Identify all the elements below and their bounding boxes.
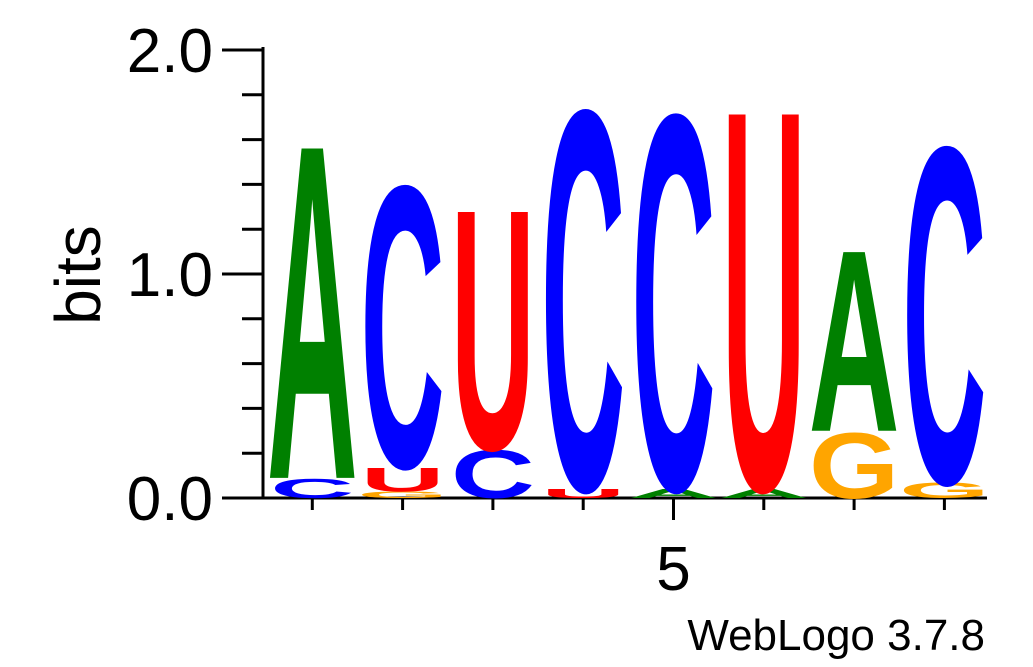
letter-C: C [451, 436, 535, 513]
letter-A: A [718, 487, 809, 501]
letter-A: A [809, 197, 900, 487]
stack-position-5: AC [628, 4, 719, 604]
letter-C: C [541, 0, 625, 605]
y-axis-ticks: 0.0 1.0 2.0 [127, 17, 263, 534]
letter-U: U [361, 460, 445, 499]
letter-U: U [451, 138, 535, 523]
letter-C: C [902, 48, 986, 586]
letter-U: U [722, 0, 806, 605]
letter-A: A [628, 487, 719, 501]
stack-position-1: CA [267, 46, 358, 581]
x-axis-ticks: 5 [310, 498, 946, 604]
stack-position-4: UC [541, 0, 625, 605]
y-axis-label: bits [42, 225, 114, 325]
letter-C: C [270, 472, 354, 504]
letter-G: G [809, 414, 899, 519]
letter-A: A [267, 46, 358, 581]
weblogo-credit: WebLogo 3.7.8 [687, 611, 985, 660]
stack-position-3: CU [451, 138, 535, 523]
y-tick-label: 1.0 [127, 241, 213, 310]
stack-position-7: GA [809, 197, 900, 519]
letter-U: U [541, 487, 625, 501]
stack-position-6: AU [718, 0, 809, 605]
stack-position-8: GC [899, 48, 989, 586]
stack-position-2: GUC [357, 101, 447, 552]
letter-G: G [357, 490, 447, 500]
x-tick-label: 5 [656, 535, 690, 604]
letter-G: G [899, 478, 989, 503]
letter-C: C [631, 4, 715, 604]
letter-C: C [361, 101, 445, 552]
y-tick-label: 2.0 [127, 17, 213, 86]
y-tick-label: 0.0 [127, 465, 213, 534]
